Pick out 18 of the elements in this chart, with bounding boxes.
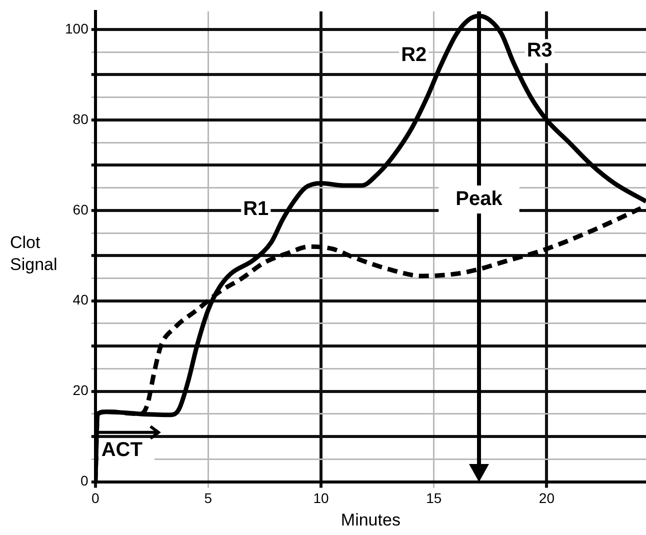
x-axis-title: Minutes <box>340 510 400 530</box>
y-tick-label: 60 <box>72 201 89 218</box>
annotation: R2 <box>401 44 427 66</box>
x-tick-label: 10 <box>313 490 330 506</box>
x-tick-label: 5 <box>204 490 212 506</box>
annotation: ACT <box>101 438 142 461</box>
y-tick-label: 100 <box>65 20 89 36</box>
ref-line-label: Peak <box>456 188 504 210</box>
x-tick-label: 0 <box>91 490 100 506</box>
x-tick-label: 20 <box>538 490 555 506</box>
y-tick-label: 20 <box>72 382 89 398</box>
annotation: R3 <box>526 40 552 62</box>
y-tick-label: 40 <box>72 292 89 308</box>
annotation: R1 <box>243 198 269 220</box>
y-tick-label: 80 <box>72 110 89 127</box>
y-tick-label: 0 <box>80 472 89 489</box>
x-tick-label: 15 <box>426 490 442 506</box>
y-axis-title: Clot Signal <box>10 232 58 276</box>
